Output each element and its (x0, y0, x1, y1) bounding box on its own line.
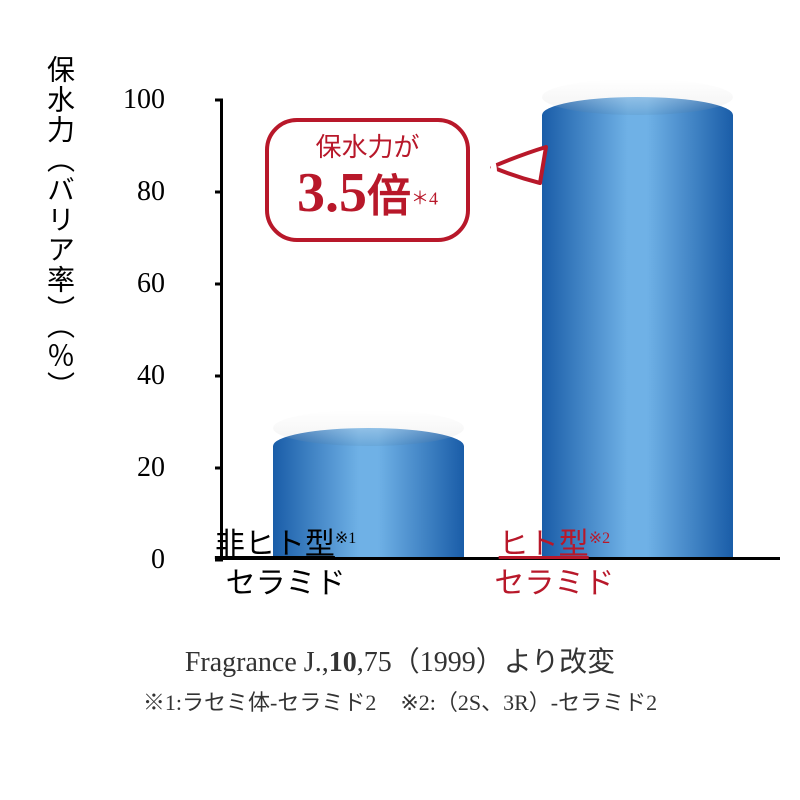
callout-line1: 保水力が (297, 134, 438, 163)
callout-bubble: 保水力が 3.5倍＊4 (265, 118, 470, 242)
footnotes: ※1:ラセミ体-セラミド2 ※2:（2S、3R）-セラミド2 (0, 685, 800, 717)
source-rest: ,75（1999）より改変 (357, 647, 615, 678)
source-bold: 10 (329, 647, 357, 678)
footnote-item: ※1:ラセミ体-セラミド2 (143, 690, 376, 715)
y-tick-label: 20 (105, 452, 165, 484)
x-axis-label: ヒト型※2セラミド (459, 525, 649, 603)
callout-pointer (490, 145, 550, 195)
source-citation: Fragrance J.,10,75（1999）より改変 (0, 640, 800, 680)
source-prefix: Fragrance J., (185, 647, 329, 678)
y-tick-label: 60 (105, 268, 165, 300)
bar (542, 97, 732, 557)
y-tick-label: 0 (105, 544, 165, 576)
chart-area: 020406080100 保水力が 3.5倍＊4 (80, 50, 730, 550)
callout-number: 3.5 (297, 162, 367, 224)
y-tick-label: 40 (105, 360, 165, 392)
y-tick-label: 80 (105, 176, 165, 208)
footnote-item: ※2:（2S、3R）-セラミド2 (400, 690, 657, 715)
y-tick-label: 100 (105, 84, 165, 116)
callout-unit: 倍 (367, 172, 411, 221)
callout-line2: 3.5倍＊4 (297, 163, 438, 225)
callout-sup: ＊4 (411, 188, 438, 208)
y-axis-label: 保水力（バリア率）（％） (38, 55, 78, 401)
x-axis-label: 非ヒト型※1セラミド (190, 525, 380, 603)
